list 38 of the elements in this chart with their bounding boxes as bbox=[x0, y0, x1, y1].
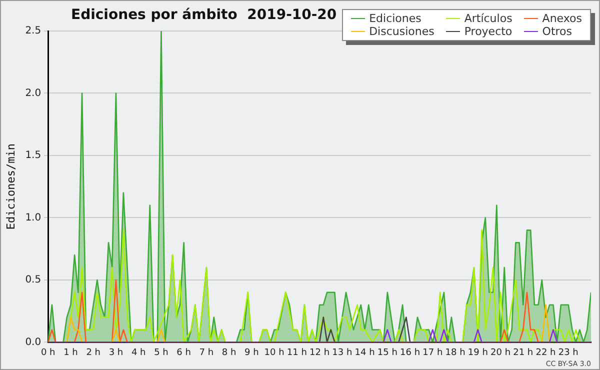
x-tick-label: 19 h bbox=[468, 348, 488, 358]
legend-label: Otros bbox=[541, 25, 574, 38]
x-tick-label: 16 h bbox=[400, 348, 420, 358]
y-axis-title: Ediciones/min bbox=[4, 144, 18, 230]
x-tick-label: 0 h bbox=[40, 348, 56, 358]
x-tick-label: 2 h bbox=[86, 348, 100, 358]
y-tick-label: 2.0 bbox=[25, 88, 42, 99]
x-tick-label: 17 h bbox=[422, 348, 443, 358]
x-tick-label: 23 h bbox=[558, 348, 578, 358]
chart-title: Ediciones por ámbito 2019-10-20 bbox=[71, 7, 337, 23]
legend-label: Discusiones bbox=[368, 25, 434, 38]
y-tick-label: 0.5 bbox=[25, 274, 42, 286]
x-tick-label: 21 h bbox=[513, 348, 534, 358]
y-tick-label: 1.0 bbox=[25, 212, 42, 224]
x-tick-label: 22 h bbox=[536, 348, 556, 358]
x-tick-label: 5 h bbox=[154, 348, 168, 358]
x-tick-label: 20 h bbox=[490, 348, 511, 358]
x-tick-label: 3 h bbox=[108, 348, 124, 358]
x-tick-label: 11 h bbox=[286, 348, 307, 358]
x-tick-label: 9 h bbox=[244, 348, 259, 358]
y-tick-label: 0.0 bbox=[25, 336, 42, 348]
x-tick-label: 1 h bbox=[64, 348, 78, 358]
x-tick-label: 14 h bbox=[354, 348, 375, 358]
x-tick-label: 4 h bbox=[131, 348, 146, 358]
legend-label: Anexos bbox=[541, 12, 582, 25]
y-tick-label: 2.5 bbox=[25, 26, 42, 37]
x-tick-label: 6 h bbox=[176, 348, 191, 358]
legend-label: Artículos bbox=[463, 12, 512, 25]
x-tick-label: 13 h bbox=[332, 348, 352, 358]
y-tick-label: 1.5 bbox=[25, 150, 42, 162]
x-tick-label: 10 h bbox=[264, 348, 284, 358]
x-tick-label: 12 h bbox=[310, 348, 330, 358]
x-tick-label: 15 h bbox=[377, 348, 398, 358]
legend-label: Ediciones bbox=[368, 12, 422, 25]
x-tick-label: 18 h bbox=[445, 348, 466, 358]
legend-label: Proyecto bbox=[463, 25, 512, 38]
x-tick-label: 8 h bbox=[222, 348, 236, 358]
x-tick-label: 7 h bbox=[199, 348, 214, 358]
